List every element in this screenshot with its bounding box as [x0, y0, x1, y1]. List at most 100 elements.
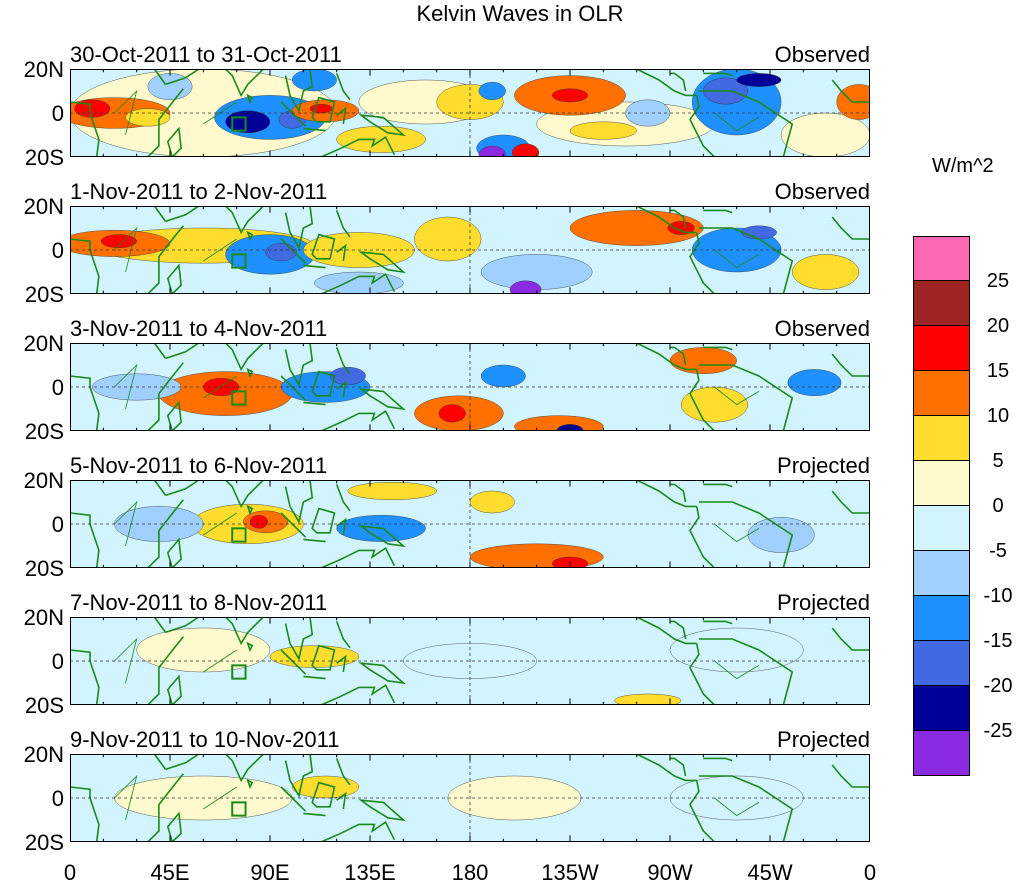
y-tick-label: 0 — [51, 649, 64, 674]
x-tick-label: 0 — [863, 860, 877, 885]
anomaly-contour — [226, 111, 270, 133]
colorbar-label: -5 — [989, 540, 1007, 562]
panel-date-range: 3-Nov-2011 to 4-Nov-2011 — [70, 316, 328, 341]
y-tick-label: 0 — [51, 238, 64, 263]
colorbar-swatch — [913, 506, 970, 551]
y-tick-label: 20N — [23, 194, 64, 219]
map-panel — [70, 617, 870, 705]
colorbar-swatch — [913, 731, 970, 776]
colorbar-label: 20 — [986, 315, 1010, 337]
anomaly-contour — [479, 82, 506, 100]
y-tick-label: 20N — [23, 331, 64, 356]
anomaly-contour — [748, 517, 815, 552]
map-panel — [70, 754, 870, 842]
y-tick-label: 20S — [24, 556, 64, 581]
y-tick-label: 20S — [24, 145, 64, 170]
y-tick-label: 0 — [51, 512, 64, 537]
panel-status: Projected — [777, 590, 870, 615]
panel-status: Projected — [777, 453, 870, 478]
anomaly-contour — [668, 221, 695, 234]
panel-date-range: 5-Nov-2011 to 6-Nov-2011 — [70, 453, 328, 478]
map-panel — [70, 343, 870, 431]
region-box — [232, 665, 245, 678]
region-box — [232, 254, 245, 267]
colorbar-swatch — [913, 551, 970, 596]
colorbar-swatch — [913, 686, 970, 731]
colorbar-swatch — [913, 236, 970, 281]
anomaly-contour — [101, 235, 137, 248]
anomaly-contour — [348, 482, 437, 500]
anomaly-contour — [614, 694, 681, 705]
colorbar-unit: W/m^2 — [932, 155, 994, 177]
anomaly-contour — [792, 254, 859, 289]
panel-date-range: 1-Nov-2011 to 2-Nov-2011 — [70, 179, 328, 204]
anomaly-contour — [481, 365, 525, 387]
colorbar — [913, 236, 970, 776]
y-tick-label: 20N — [23, 468, 64, 493]
chart-title: Kelvin Waves in OLR — [416, 1, 624, 26]
colorbar-label: 0 — [992, 495, 1004, 517]
colorbar-label: 5 — [992, 450, 1004, 472]
map-panel — [70, 206, 870, 294]
anomaly-contour — [470, 491, 514, 513]
panel-status: Projected — [777, 727, 870, 752]
anomaly-contour — [126, 109, 170, 127]
y-tick-label: 0 — [51, 375, 64, 400]
x-tick-label: 90E — [250, 860, 290, 885]
panel-status: Observed — [774, 42, 870, 67]
colorbar-swatch — [913, 371, 970, 416]
colorbar-label: -20 — [983, 675, 1013, 697]
anomaly-contour — [439, 405, 466, 423]
map-panel — [70, 480, 870, 568]
colorbar-label: 15 — [986, 360, 1010, 382]
anomaly-contour — [737, 73, 781, 86]
y-tick-label: 20S — [24, 693, 64, 718]
colorbar-swatch — [913, 281, 970, 326]
anomaly-contour — [741, 226, 777, 239]
anomaly-contour — [250, 515, 268, 528]
region-box — [232, 391, 245, 404]
colorbar-swatch — [913, 461, 970, 506]
panel-status: Observed — [774, 179, 870, 204]
anomaly-contour — [479, 146, 506, 157]
panel-date-range: 7-Nov-2011 to 8-Nov-2011 — [70, 590, 328, 615]
anomaly-contour — [552, 89, 588, 102]
y-tick-label: 0 — [51, 786, 64, 811]
colorbar-label: -25 — [983, 720, 1013, 742]
anomaly-contour — [570, 122, 637, 140]
colorbar-label: 10 — [986, 405, 1010, 427]
anomaly-contour — [266, 243, 297, 261]
x-tick-label: 0 — [63, 860, 77, 885]
anomaly-contour — [510, 281, 541, 294]
y-tick-label: 20N — [23, 742, 64, 767]
y-tick-label: 20S — [24, 282, 64, 307]
panel-status: Observed — [774, 316, 870, 341]
anomaly-contour — [330, 367, 366, 385]
colorbar-swatch — [913, 641, 970, 686]
colorbar-label: -10 — [983, 585, 1013, 607]
x-tick-label: 180 — [451, 860, 489, 885]
anomaly-contour — [512, 144, 539, 157]
y-tick-label: 20N — [23, 57, 64, 82]
anomaly-contour — [670, 347, 737, 373]
colorbar-label: 25 — [986, 270, 1010, 292]
region-box — [232, 802, 245, 815]
x-tick-label: 45W — [747, 860, 793, 885]
y-tick-label: 0 — [51, 101, 64, 126]
x-tick-label: 135W — [541, 860, 599, 885]
colorbar-swatch — [913, 416, 970, 461]
y-tick-label: 20S — [24, 419, 64, 444]
y-tick-label: 20N — [23, 605, 64, 630]
anomaly-contour — [781, 113, 870, 157]
colorbar-label: -15 — [983, 630, 1013, 652]
panel-date-range: 9-Nov-2011 to 10-Nov-2011 — [70, 727, 340, 752]
region-box — [232, 117, 245, 130]
anomaly-contour — [292, 776, 359, 798]
x-tick-label: 45E — [150, 860, 190, 885]
anomaly-contour — [292, 69, 336, 91]
colorbar-swatch — [913, 596, 970, 641]
x-tick-label: 90W — [647, 860, 693, 885]
x-tick-label: 135E — [344, 860, 396, 885]
anomaly-contour — [414, 217, 481, 261]
colorbar-swatch — [913, 326, 970, 371]
